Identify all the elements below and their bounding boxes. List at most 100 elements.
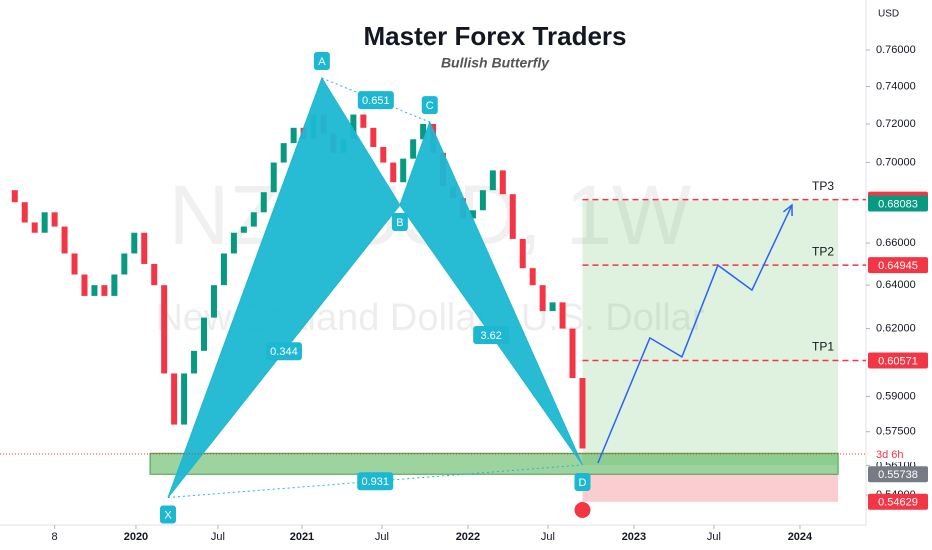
y-tick-label: 0.66000 (876, 237, 916, 249)
candle-body (380, 147, 387, 163)
candle-body (270, 162, 277, 193)
chart-subtitle: Bullish Butterfly (441, 55, 550, 71)
candle-body (479, 190, 486, 211)
candle-body (539, 285, 546, 312)
ratio-box (357, 91, 394, 110)
candle-body (499, 170, 506, 195)
candle-body (559, 302, 566, 329)
candle-body (51, 212, 58, 227)
candle-body (111, 274, 118, 296)
y-tick-label: 0.74000 (876, 80, 916, 92)
price-label: 0.60571 (878, 355, 918, 367)
y-tick-label: 0.76000 (876, 44, 916, 56)
ratio-label: 0.931 (361, 476, 389, 488)
candle-body (161, 285, 168, 374)
x-tick-label: 8 (52, 531, 58, 543)
x-tick-label: Jul (375, 531, 389, 543)
y-tick-label: 0.64000 (876, 279, 916, 291)
candle-body (71, 253, 78, 275)
y-tick-label: 0.72000 (876, 118, 916, 130)
candle-body (290, 127, 297, 144)
price-label: 0.55738 (878, 469, 918, 481)
candle-body (240, 226, 247, 233)
target-name: TP2 (812, 244, 834, 258)
candle-body (370, 127, 377, 148)
candle-body (569, 328, 576, 379)
point-label: X (164, 509, 172, 521)
y-tick-label: 0.70000 (876, 156, 916, 168)
candle-body (519, 238, 526, 269)
ratio-box (265, 342, 302, 361)
candle-body (11, 190, 18, 203)
candle-body (81, 274, 88, 296)
candle-body (141, 232, 148, 264)
candle-body (171, 373, 178, 425)
x-tick-label: Jul (541, 531, 555, 543)
price-label-box (868, 352, 928, 369)
candle-body (191, 350, 198, 374)
point-label: D (579, 477, 587, 489)
candle-body (210, 285, 217, 318)
price-label-box (868, 257, 928, 274)
candle-body (410, 139, 417, 159)
candle-body (21, 202, 28, 223)
chart-title: Master Forex Traders (363, 21, 626, 51)
candle-body (201, 317, 208, 351)
x-tick-label: 2021 (290, 531, 314, 543)
ratio-label: 3.62 (480, 330, 501, 342)
candle-body (400, 158, 407, 183)
candle-body (181, 373, 188, 425)
candle-body (489, 170, 496, 191)
target-name: TP1 (812, 340, 834, 354)
candle-body (469, 210, 476, 219)
x-tick-label: Jul (211, 531, 225, 543)
y-tick-label: 0.59000 (876, 390, 916, 402)
candle-body (101, 285, 108, 296)
zone (582, 200, 839, 465)
y-tick-label: 0.57500 (876, 426, 916, 438)
candle-body (131, 232, 138, 254)
point-box (159, 505, 176, 524)
point-box (391, 213, 408, 232)
countdown-label: 3d 6h (876, 449, 904, 461)
candle-body (61, 226, 68, 254)
projection-arrow (782, 203, 793, 217)
candle-body (41, 212, 48, 233)
point-box (313, 52, 330, 71)
ratio-label: 0.651 (362, 95, 390, 107)
candle-body (420, 124, 427, 140)
candle-body (280, 143, 287, 163)
countdown-box (868, 446, 928, 463)
event-icon (574, 502, 591, 518)
price-label: 0.68083 (878, 198, 918, 210)
candle-body (390, 162, 397, 183)
x-tick-label: 2024 (788, 531, 813, 543)
target-name: TP3 (812, 179, 834, 193)
point-box (421, 96, 438, 115)
candle-body (260, 192, 267, 213)
candle-body (350, 114, 357, 140)
point-label: B (396, 217, 403, 229)
projection-path (597, 204, 793, 464)
candle-body (579, 378, 586, 449)
candle-body (220, 253, 227, 286)
currency-label: USD (878, 9, 899, 20)
ratio-box (473, 325, 510, 344)
price-label: 0.64945 (878, 260, 918, 272)
x-tick-label: Jul (707, 531, 721, 543)
point-label: A (318, 56, 326, 68)
ratio-label: 0.344 (270, 346, 298, 358)
zone (149, 452, 839, 475)
x-tick-label: 2023 (622, 531, 646, 543)
candle-body (250, 212, 257, 227)
point-box (574, 472, 591, 491)
point-label: C (426, 100, 434, 112)
candle-body (151, 263, 158, 286)
ratio-box (357, 472, 394, 491)
candle-body (529, 268, 536, 286)
candle-body (121, 253, 128, 275)
price-label-box (868, 195, 928, 212)
candle-body (509, 194, 516, 239)
x-tick-label: 2022 (456, 531, 480, 543)
